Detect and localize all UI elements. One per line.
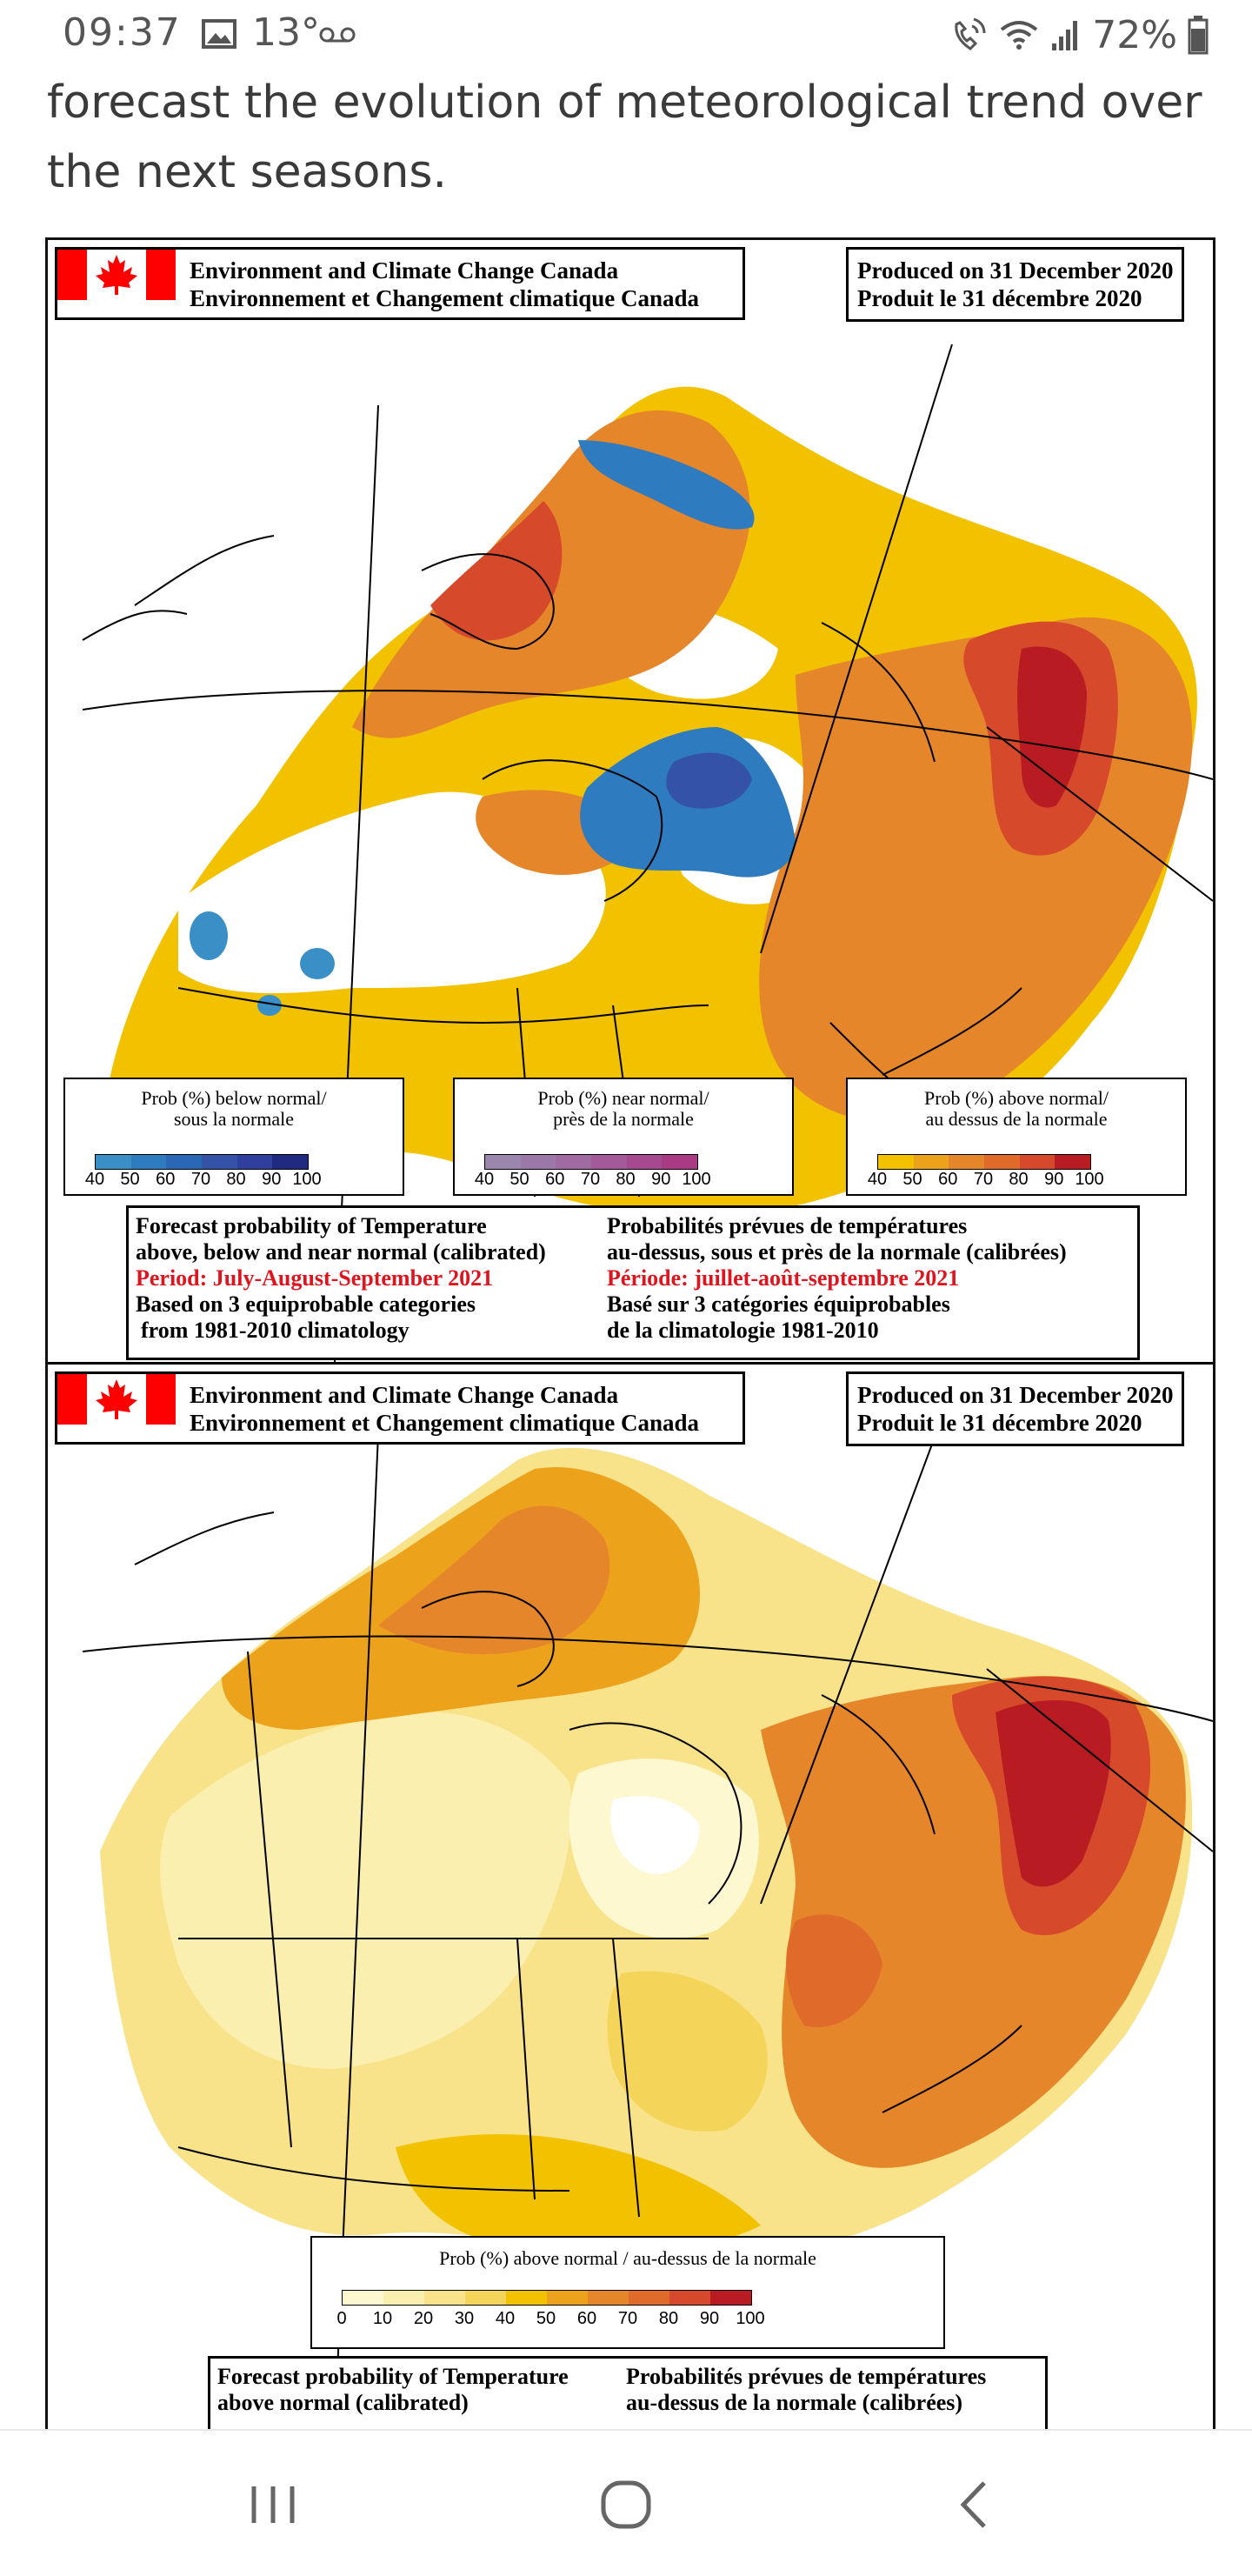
produced-date-box: Produced on 31 December 2020 Produit le … xyxy=(846,247,1185,322)
status-temperature: 13° xyxy=(252,10,320,55)
legend-above-title-2: au dessus de la normale xyxy=(925,1108,1108,1130)
agency-header-2: Environment and Climate Change Canada En… xyxy=(55,1371,745,1445)
article-line-2: the next seasons. xyxy=(47,146,448,198)
map-panel-above-normal: Environment and Climate Change Canada En… xyxy=(48,1365,1213,2432)
info-fr-line-2: au-dessus, sous et près de la normale (c… xyxy=(607,1239,1067,1265)
produced-date-en: Produced on 31 December 2020 xyxy=(857,257,1174,284)
produced-date-fr: Produit le 31 décembre 2020 xyxy=(857,1410,1142,1436)
status-right-group: 72% xyxy=(949,12,1209,57)
legend-below-title-1: Prob (%) below normal/ xyxy=(141,1087,327,1109)
legend-above-colorbar xyxy=(877,1154,1091,1170)
legend-near-normal: Prob (%) near normal/ près de la normale… xyxy=(453,1078,794,1196)
canada-flag-icon xyxy=(57,1374,176,1425)
legend-full-colorbar xyxy=(342,2290,752,2306)
panel-divider xyxy=(48,1362,1213,1365)
legend-above-normal-full: Prob (%) above normal / au-dessus de la … xyxy=(310,2236,945,2349)
battery-icon xyxy=(1188,16,1209,55)
info-en-line-1: Forecast probability of Temperature xyxy=(136,1213,487,1238)
legend-full-title: Prob (%) above normal / au-dessus de la … xyxy=(439,2247,816,2269)
produced-date-en: Produced on 31 December 2020 xyxy=(857,1382,1174,1408)
info-fr-line-1: Probabilités prévues de températures xyxy=(607,1213,968,1238)
article-text: forecast the evolution of meteorological… xyxy=(47,68,1203,207)
canada-flag-icon xyxy=(57,250,176,300)
legend-above-normal: Prob (%) above normal/ au dessus de la n… xyxy=(846,1078,1187,1196)
agency-name-en: Environment and Climate Change Canada xyxy=(190,1382,619,1408)
legend-near-title-2: près de la normale xyxy=(553,1108,694,1130)
forecast-figure: Environment and Climate Change Canada En… xyxy=(45,237,1215,2434)
forecast-info-box: Forecast probability of Temperature abov… xyxy=(126,1205,1140,1360)
legend-below-colorbar xyxy=(95,1154,309,1170)
signal-icon xyxy=(1052,21,1078,50)
produced-date-fr: Produit le 31 décembre 2020 xyxy=(857,285,1142,311)
info-en-line-2: above, below and near normal (calibrated… xyxy=(136,1239,546,1265)
info-en-line-4: Based on 3 equiprobable categories xyxy=(136,1291,476,1317)
hd-call-icon xyxy=(955,17,986,50)
article-line-1: forecast the evolution of meteorological… xyxy=(47,77,1202,129)
info-en-line-1: Forecast probability of Temperature xyxy=(217,2364,569,2389)
status-time: 09:37 xyxy=(63,10,182,55)
info-fr-period: Période: juillet-août-septembre 2021 xyxy=(607,1265,960,1291)
info-fr-line-2: au-dessus de la normale (calibrées) xyxy=(626,2390,963,2415)
info-en-period: Period: July-August-September 2021 xyxy=(136,1265,494,1291)
agency-name-fr: Environnement et Changement climatique C… xyxy=(190,1410,700,1436)
home-icon[interactable] xyxy=(574,2466,678,2544)
info-en-line-5: from 1981-2010 climatology xyxy=(141,1318,410,1343)
navigation-bar xyxy=(0,2429,1252,2576)
agency-name-fr: Environnement et Changement climatique C… xyxy=(190,285,700,311)
info-fr-line-5: de la climatologie 1981-2010 xyxy=(607,1318,879,1343)
status-bar: 09:37 13° 72% xyxy=(0,0,1252,70)
forecast-info-box-2: Forecast probability of Temperature abov… xyxy=(208,2356,1048,2432)
legend-near-title-1: Prob (%) near normal/ xyxy=(537,1087,709,1109)
back-icon[interactable] xyxy=(922,2466,1026,2544)
info-fr-line-4: Basé sur 3 catégories équiprobables xyxy=(607,1291,950,1317)
gallery-icon xyxy=(202,19,236,49)
agency-name-en: Environment and Climate Change Canada xyxy=(190,257,619,284)
legend-below-normal: Prob (%) below normal/ sous la normale 4… xyxy=(63,1078,404,1196)
agency-header: Environment and Climate Change Canada En… xyxy=(55,247,745,320)
voicemail-icon xyxy=(319,27,356,43)
wifi-icon xyxy=(1000,21,1038,50)
map-three-category xyxy=(82,344,1213,1362)
map-panel-three-category: Environment and Climate Change Canada En… xyxy=(48,240,1213,1362)
status-battery-percent: 72% xyxy=(1092,12,1177,57)
info-en-line-2: above normal (calibrated) xyxy=(217,2390,469,2415)
legend-near-colorbar xyxy=(484,1154,698,1170)
legend-above-title-1: Prob (%) above normal/ xyxy=(924,1087,1109,1109)
produced-date-box-2: Produced on 31 December 2020 Produit le … xyxy=(846,1371,1185,1446)
info-fr-line-1: Probabilités prévues de températures xyxy=(626,2364,987,2389)
recent-apps-icon[interactable] xyxy=(221,2466,325,2544)
map-above-normal xyxy=(82,1390,1213,2432)
legend-below-title-2: sous la normale xyxy=(173,1108,295,1130)
